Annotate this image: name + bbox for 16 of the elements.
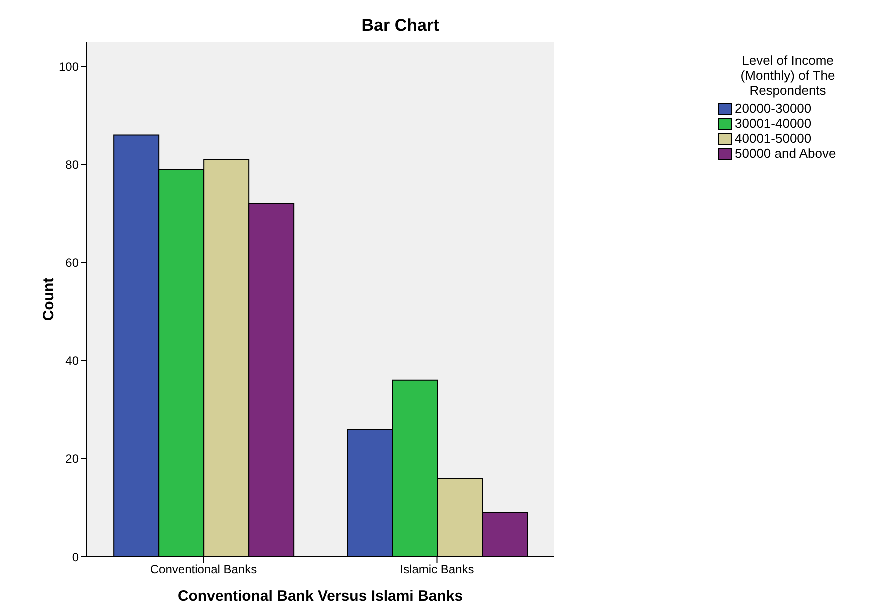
chart-title: Bar Chart <box>360 16 440 36</box>
y-tick-label: 20 <box>66 452 80 466</box>
x-tick-label: Conventional Banks <box>150 562 258 577</box>
legend-label: 20000-30000 <box>735 101 812 116</box>
legend-title: Level of Income (Monthly) of The Respondents <box>740 53 836 98</box>
x-tick-label: Islamic Banks <box>400 562 474 577</box>
y-tick-label: 100 <box>58 60 80 74</box>
y-tick-label: 40 <box>66 354 80 368</box>
y-tick-label: 80 <box>66 158 80 172</box>
x-axis-title: Conventional Bank Versus Islami Banks <box>178 588 464 605</box>
legend-label: 50000 and Above <box>735 146 836 161</box>
y-tick-label: 60 <box>66 256 80 270</box>
y-axis-title: Count <box>40 278 58 322</box>
legend-label: 30001-40000 <box>735 116 812 131</box>
legend-label: 40001-50000 <box>735 131 812 146</box>
y-tick-label: 0 <box>72 550 80 564</box>
